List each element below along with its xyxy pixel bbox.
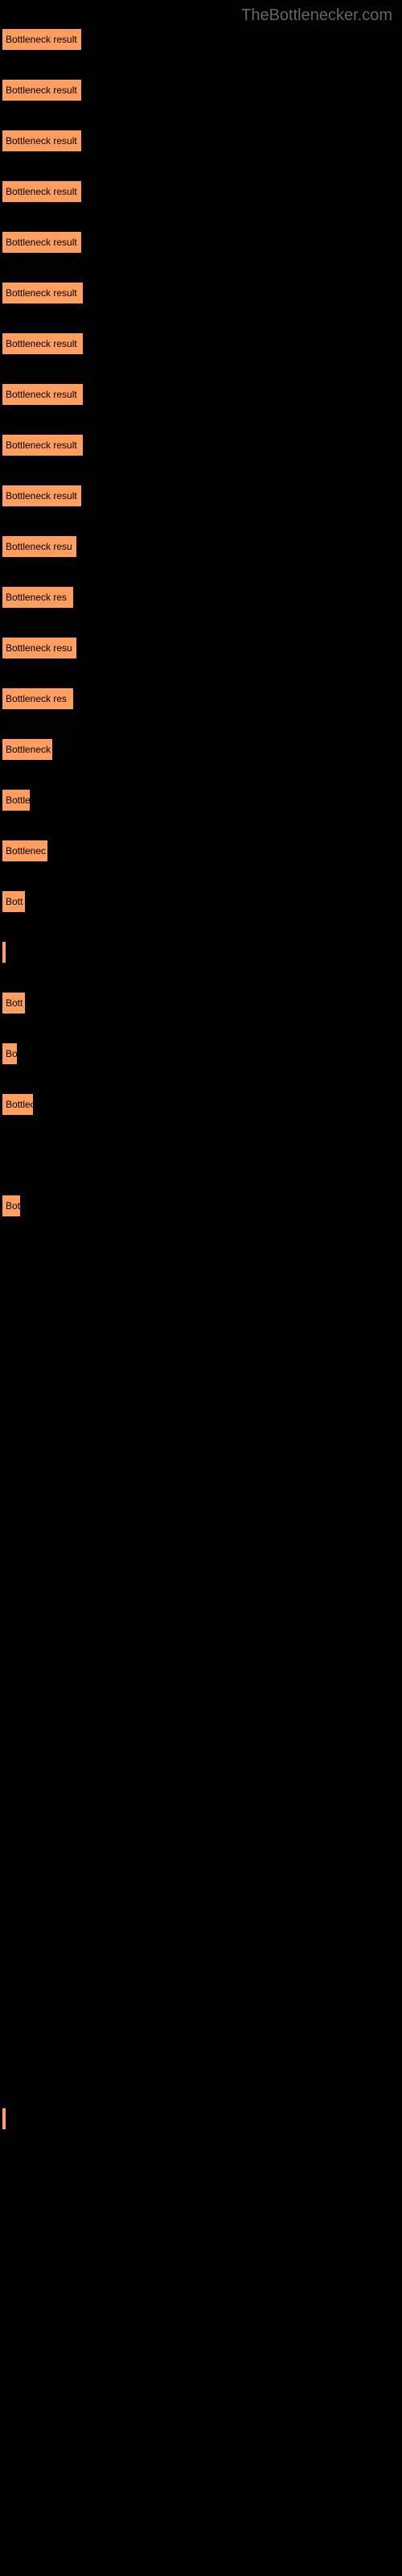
bar-row: Bottleneck result [2,28,400,51]
bar: Bottleneck result [2,485,82,507]
bar-row: Bottleneck res [2,687,400,710]
bar-row [2,1397,400,1420]
bar-row [2,1550,400,1572]
bar-row [2,1702,400,1724]
bar-row [2,1245,400,1268]
bar-row [2,2107,400,2130]
bar-row: Bottleneck result [2,231,400,254]
bar-row: Bo [2,1042,400,1065]
bar: Bott [2,992,26,1014]
bar: Bottleneck res [2,687,74,710]
bar-row: Bottleneck result [2,434,400,456]
bar-row [2,1905,400,1927]
bar-row: Bott [2,992,400,1014]
bar-row [2,2006,400,2029]
bar-row [2,941,400,964]
bar-row [2,1499,400,1521]
bar-row [2,2412,400,2434]
bar-row: Bottleneck result [2,332,400,355]
bar: Bottle [2,789,31,811]
bar: Bottlec [2,1093,34,1116]
bar: Bott [2,890,26,913]
bar-row [2,2462,400,2485]
bar: Bottleneck [2,738,53,761]
bar: Bottleneck result [2,434,84,456]
bar-row [2,1296,400,1319]
bar-row [2,2209,400,2231]
bar-row [2,1600,400,1623]
bar-row: Bottleneck result [2,383,400,406]
bar [2,2107,6,2130]
bar-row [2,1752,400,1775]
bar-row: Bott [2,890,400,913]
bar-row: Bottle [2,789,400,811]
bar: Bottleneck result [2,180,82,203]
bar: Bottleneck result [2,282,84,304]
bar: Bottleneck res [2,586,74,609]
bar-row [2,1803,400,1826]
bar-row [2,2158,400,2181]
bar: Bottlenec [2,840,48,862]
bar: Bottleneck result [2,231,82,254]
bar-row [2,2310,400,2333]
bar-row [2,1854,400,1876]
bar-row [2,1955,400,1978]
bar-row [2,2361,400,2384]
bar-row: Bottleneck result [2,485,400,507]
bar: Bo [2,1042,18,1065]
bar: Bottleneck result [2,332,84,355]
bar: Bot [2,1195,21,1217]
bar-row: Bottleneck resu [2,535,400,558]
bar: Bottleneck resu [2,637,77,659]
bar: Bottleneck resu [2,535,77,558]
bar-chart: Bottleneck result Bottleneck result Bottle… [0,25,402,2516]
bar-row: Bottleneck result [2,130,400,152]
bar-row: Bottleneck result [2,282,400,304]
bar-row: Bottleneck result [2,79,400,101]
bar-row: Bottlec [2,1093,400,1116]
bar-row [2,2260,400,2282]
bar-row [2,1144,400,1166]
bar-row: Bottleneck result [2,180,400,203]
bar-row: Bot [2,1195,400,1217]
bar: Bottleneck result [2,130,82,152]
watermark-text: TheBottlenecker.com [0,0,402,25]
bar [2,941,6,964]
bar-row [2,1448,400,1471]
bar: Bottleneck result [2,28,82,51]
bar-row [2,1347,400,1369]
bar-row [2,1651,400,1674]
bar: Bottleneck result [2,79,82,101]
bar-row: Bottleneck resu [2,637,400,659]
bar-row [2,2057,400,2079]
bar-row: Bottlenec [2,840,400,862]
bar: Bottleneck result [2,383,84,406]
bar-row: Bottleneck res [2,586,400,609]
bar-row: Bottleneck [2,738,400,761]
